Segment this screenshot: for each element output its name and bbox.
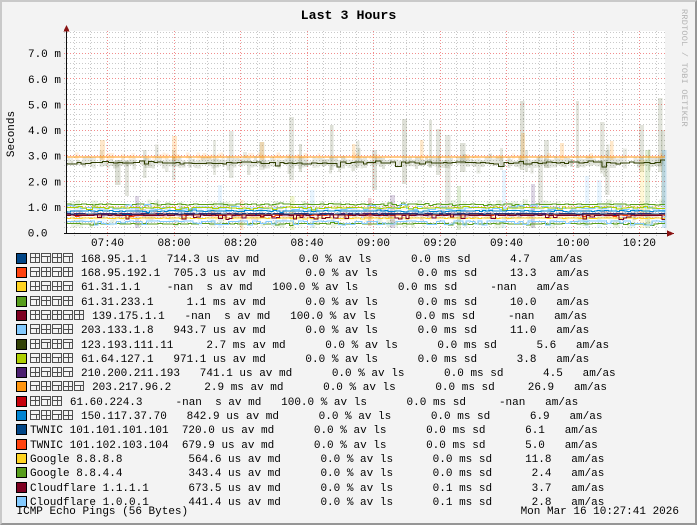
svg-text:10:00: 10:00 (556, 238, 589, 250)
svg-text:4.0 m: 4.0 m (28, 126, 61, 138)
svg-text:0.0: 0.0 (28, 229, 48, 241)
svg-text:08:40: 08:40 (290, 238, 323, 250)
svg-text:09:20: 09:20 (423, 238, 456, 250)
svg-text:07:40: 07:40 (91, 238, 124, 250)
svg-text:6.0 m: 6.0 m (28, 75, 61, 87)
svg-text:2.0 m: 2.0 m (28, 177, 61, 189)
svg-text:3.0 m: 3.0 m (28, 152, 61, 164)
svg-text:08:00: 08:00 (157, 238, 190, 250)
svg-text:1.0 m: 1.0 m (28, 203, 61, 215)
svg-text:09:00: 09:00 (357, 238, 390, 250)
svg-text:7.0 m: 7.0 m (28, 49, 61, 61)
svg-text:09:40: 09:40 (490, 238, 523, 250)
svg-text:08:20: 08:20 (224, 238, 257, 250)
svg-text:10:20: 10:20 (623, 238, 656, 250)
svg-text:5.0 m: 5.0 m (28, 100, 61, 112)
